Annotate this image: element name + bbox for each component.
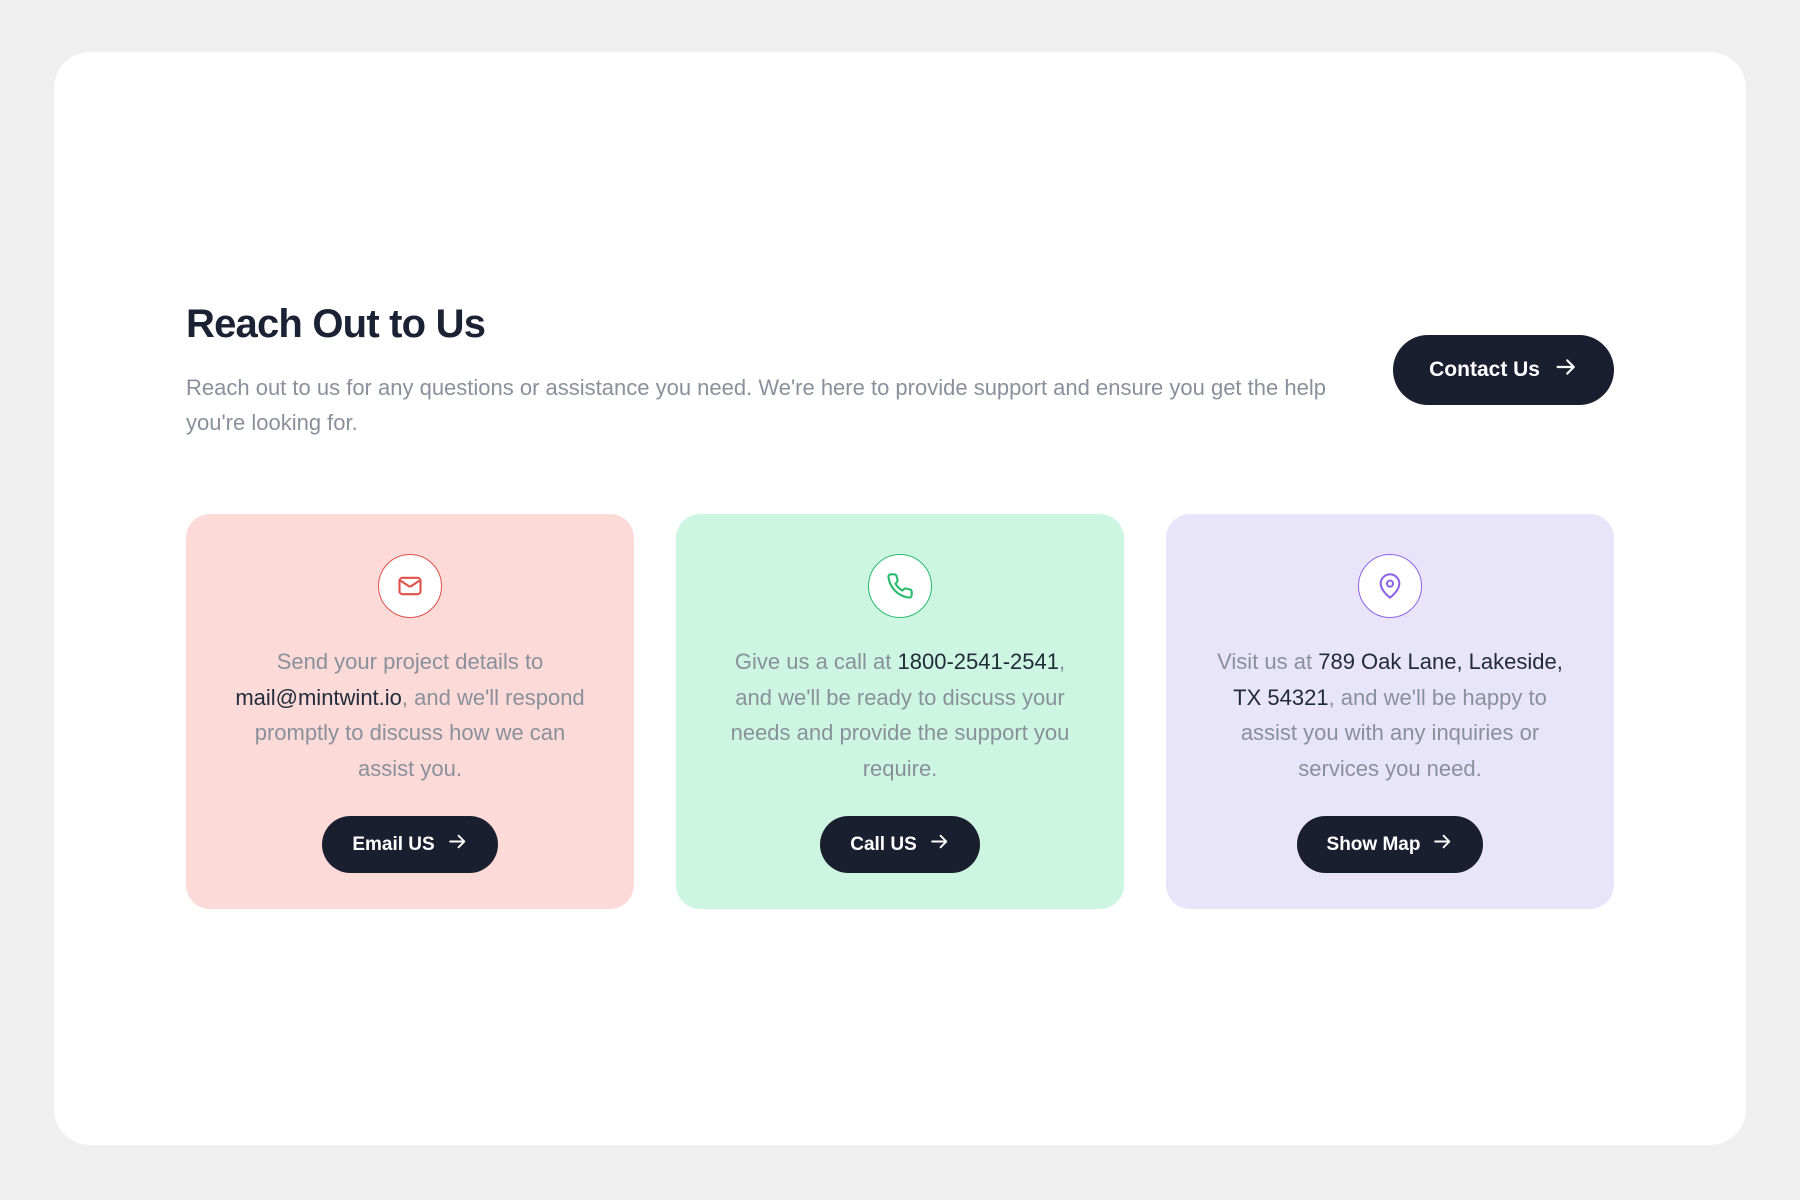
phone-number: 1800-2541-2541 <box>897 649 1059 674</box>
email-card: Send your project details to mail@mintwi… <box>186 514 634 909</box>
arrow-right-icon <box>447 831 468 858</box>
email-card-text: Send your project details to mail@mintwi… <box>229 644 591 786</box>
map-pin-icon <box>1358 554 1422 618</box>
arrow-right-icon <box>1554 355 1578 385</box>
call-us-button[interactable]: Call US <box>820 816 980 873</box>
email-card-text-post: , and we'll respond promptly to discuss … <box>254 684 585 781</box>
section-header: Reach Out to Us Reach out to us for any … <box>186 300 1614 440</box>
show-map-button[interactable]: Show Map <box>1296 816 1484 873</box>
phone-icon <box>868 554 932 618</box>
call-card: Give us a call at 1800-2541-2541, and we… <box>676 514 1124 909</box>
visit-card: Visit us at 789 Oak Lane, Lakeside, TX 5… <box>1166 514 1614 909</box>
arrow-right-icon <box>1432 831 1453 858</box>
page-title: Reach Out to Us <box>186 302 486 346</box>
call-card-text: Give us a call at 1800-2541-2541, and we… <box>719 644 1081 786</box>
visit-card-text-pre: Visit us at <box>1217 649 1319 674</box>
call-card-text-pre: Give us a call at <box>734 649 898 674</box>
email-us-button[interactable]: Email US <box>322 816 498 873</box>
contact-section-panel: Reach Out to Us Reach out to us for any … <box>54 52 1746 1145</box>
contact-cards: Send your project details to mail@mintwi… <box>186 514 1614 909</box>
arrow-right-icon <box>929 831 950 858</box>
email-card-text-pre: Send your project details to <box>276 649 544 674</box>
contact-us-button[interactable]: Contact Us <box>1393 335 1614 405</box>
email-us-button-label: Email US <box>352 833 435 855</box>
envelope-icon <box>378 554 442 618</box>
call-us-button-label: Call US <box>850 833 917 855</box>
show-map-button-label: Show Map <box>1326 833 1421 855</box>
call-card-text-post: , and we'll be ready to discuss your nee… <box>730 649 1070 781</box>
page-subtitle: Reach out to us for any questions or ass… <box>186 375 1326 435</box>
visit-card-text-post: , and we'll be happy to assist you with … <box>1240 684 1547 781</box>
contact-us-button-label: Contact Us <box>1429 358 1540 381</box>
email-address: mail@mintwint.io <box>235 684 402 710</box>
street-address: 789 Oak Lane, Lakeside, TX 54321 <box>1233 649 1563 710</box>
visit-card-text: Visit us at 789 Oak Lane, Lakeside, TX 5… <box>1209 644 1571 786</box>
